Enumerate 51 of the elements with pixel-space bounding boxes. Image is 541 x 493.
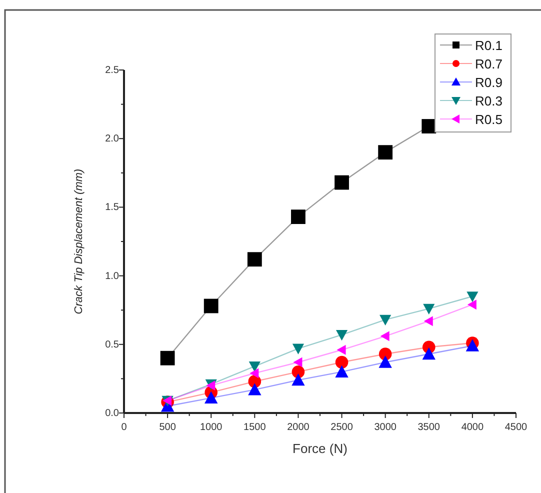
point bbox=[204, 298, 218, 314]
point bbox=[160, 350, 175, 366]
point bbox=[292, 344, 304, 354]
point bbox=[467, 300, 476, 310]
x-tick-label: 2500 bbox=[330, 422, 354, 433]
x-tick-label: 2000 bbox=[287, 422, 310, 433]
y-tick-label: 0.0 bbox=[105, 408, 120, 419]
legend-label: R0.5 bbox=[475, 112, 502, 127]
point bbox=[335, 365, 348, 378]
legend-label: R0.9 bbox=[475, 75, 502, 90]
point bbox=[378, 356, 392, 368]
point bbox=[204, 391, 218, 404]
point bbox=[293, 357, 302, 368]
legend-label: R0.1 bbox=[475, 38, 502, 53]
point bbox=[380, 314, 392, 326]
point bbox=[248, 383, 262, 396]
point bbox=[248, 362, 260, 372]
point bbox=[422, 119, 436, 134]
y-tick-label: 1.5 bbox=[105, 202, 120, 214]
point bbox=[336, 330, 348, 341]
y-tick-label: 2.5 bbox=[105, 65, 120, 76]
y-tick-label: 0.5 bbox=[105, 339, 120, 350]
legend-label: R0.3 bbox=[475, 94, 502, 108]
point bbox=[466, 339, 480, 352]
x-tick-label: 4000 bbox=[461, 422, 484, 433]
point bbox=[335, 356, 348, 369]
x-tick-label: 4500 bbox=[504, 422, 528, 433]
y-tick-label: 2.0 bbox=[105, 134, 120, 145]
point bbox=[291, 210, 306, 224]
x-tick-label: 3000 bbox=[374, 422, 397, 433]
legend-label: R0.7 bbox=[475, 56, 502, 72]
point bbox=[334, 175, 349, 190]
point bbox=[380, 331, 390, 342]
point bbox=[336, 344, 346, 355]
x-tick-label: 1500 bbox=[244, 422, 266, 433]
y-tick-label: 1.0 bbox=[105, 270, 120, 282]
point bbox=[378, 145, 393, 160]
point bbox=[466, 292, 478, 302]
x-tick-label: 1000 bbox=[200, 422, 223, 433]
x-axis-title: Force (N) bbox=[292, 441, 348, 456]
point bbox=[378, 348, 392, 360]
point bbox=[424, 316, 433, 326]
point bbox=[423, 304, 435, 315]
point bbox=[247, 252, 262, 267]
x-tick-label: 0 bbox=[121, 422, 128, 433]
x-tick-label: 500 bbox=[159, 422, 176, 433]
point bbox=[292, 373, 305, 386]
point bbox=[250, 368, 259, 378]
y-axis-title: Crack Tip Displacement (mm) bbox=[73, 168, 85, 314]
x-tick-label: 3500 bbox=[418, 422, 440, 433]
point bbox=[422, 347, 436, 360]
